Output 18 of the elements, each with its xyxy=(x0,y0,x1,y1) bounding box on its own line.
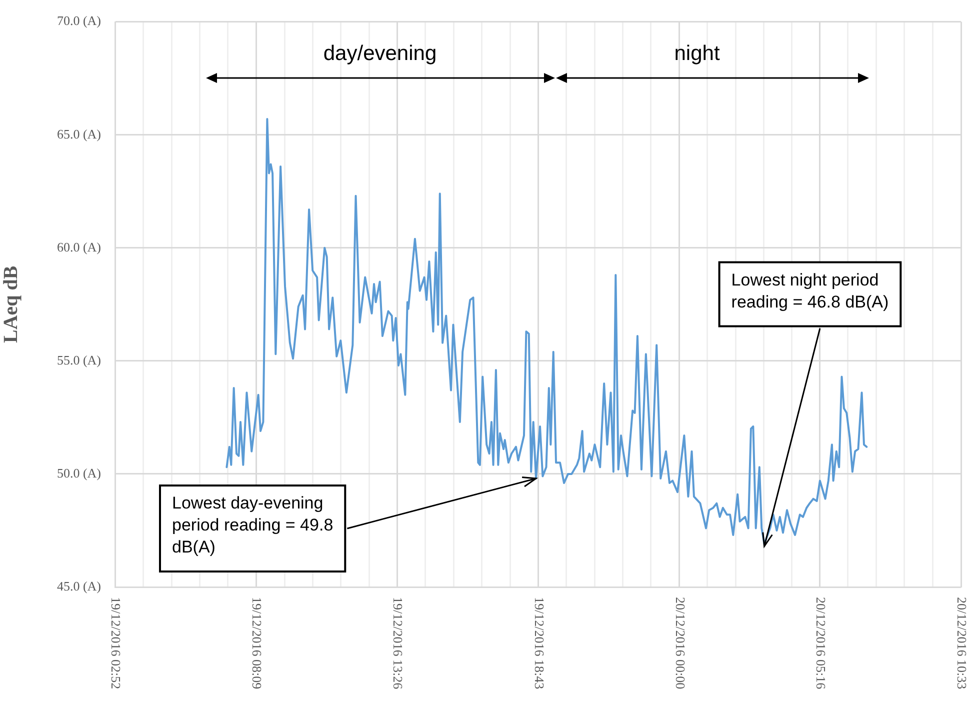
y-axis-title: LAeq dB xyxy=(0,266,22,344)
y-tick-label: 70.0 (A) xyxy=(56,13,101,28)
y-tick-label: 45.0 (A) xyxy=(56,578,101,594)
y-tick-label: 65.0 (A) xyxy=(56,126,101,142)
y-tick-label: 50.0 (A) xyxy=(56,465,101,480)
annotation: day/evening xyxy=(323,42,437,65)
x-tick-label: 20/12/2016 10:33 xyxy=(954,597,969,690)
x-tick-label: 19/12/2016 13:26 xyxy=(390,597,406,690)
x-tick-label: 20/12/2016 00:00 xyxy=(672,597,688,690)
y-tick-label: 55.0 (A) xyxy=(56,352,101,368)
y-tick-label: 60.0 (A) xyxy=(56,239,101,254)
annotation: Lowest night period reading = 46.8 dB(A) xyxy=(731,270,889,312)
x-tick-label: 19/12/2016 08:09 xyxy=(250,597,265,690)
x-tick-label: 20/12/2016 05:16 xyxy=(814,597,829,690)
x-tick-label: 19/12/2016 02:52 xyxy=(108,597,124,690)
annotation: night xyxy=(674,42,720,65)
x-tick-label: 19/12/2016 18:43 xyxy=(532,597,547,690)
annotation: Lowest day-evening period reading = 49.8 dB(A) xyxy=(172,494,334,557)
